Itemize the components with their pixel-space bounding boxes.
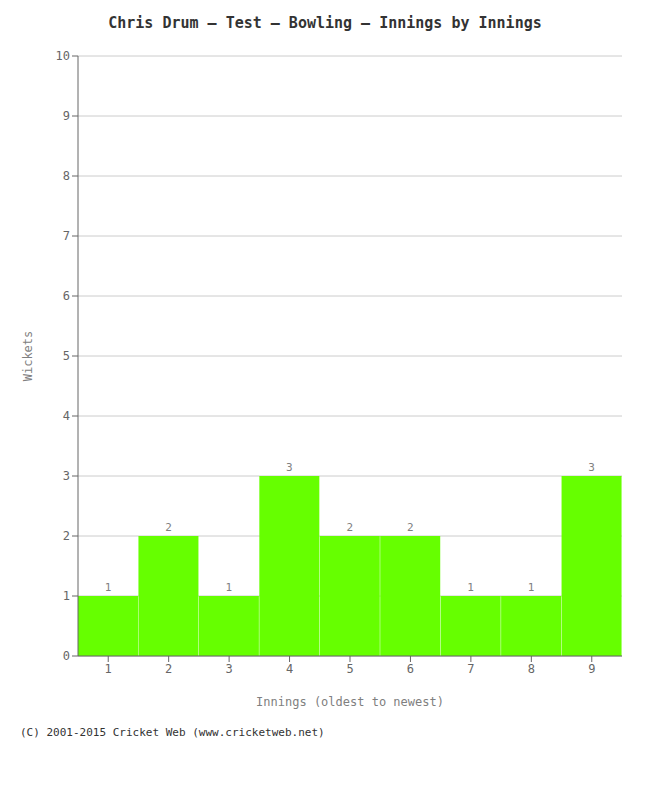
- svg-text:2: 2: [63, 529, 70, 543]
- svg-text:9: 9: [63, 109, 70, 123]
- svg-text:0: 0: [63, 649, 70, 663]
- svg-text:10: 10: [56, 49, 70, 63]
- svg-text:4: 4: [63, 409, 70, 423]
- svg-text:3: 3: [63, 469, 70, 483]
- svg-text:2: 2: [346, 521, 353, 534]
- svg-text:6: 6: [407, 662, 414, 676]
- svg-text:1: 1: [105, 581, 112, 594]
- svg-text:1: 1: [63, 589, 70, 603]
- svg-text:9: 9: [588, 662, 595, 676]
- svg-text:7: 7: [467, 662, 474, 676]
- svg-text:2: 2: [165, 521, 172, 534]
- svg-text:Innings (oldest to newest): Innings (oldest to newest): [256, 695, 444, 709]
- svg-text:Wickets: Wickets: [21, 331, 35, 382]
- svg-text:1: 1: [528, 581, 535, 594]
- svg-text:8: 8: [528, 662, 535, 676]
- svg-text:7: 7: [63, 229, 70, 243]
- svg-text:6: 6: [63, 289, 70, 303]
- svg-text:3: 3: [225, 662, 232, 676]
- svg-text:3: 3: [588, 461, 595, 474]
- svg-text:2: 2: [165, 662, 172, 676]
- svg-text:5: 5: [346, 662, 353, 676]
- svg-text:3: 3: [286, 461, 293, 474]
- svg-text:1: 1: [105, 662, 112, 676]
- svg-text:1: 1: [226, 581, 233, 594]
- svg-text:4: 4: [286, 662, 293, 676]
- svg-text:8: 8: [63, 169, 70, 183]
- svg-text:1: 1: [467, 581, 474, 594]
- svg-text:5: 5: [63, 349, 70, 363]
- html-text:(C) 2001-2015 Cricket Web (www: (C) 2001-2015 Cricket Web (www.cricketwe…: [20, 726, 325, 739]
- html-text:Chris Drum – Test – Bowling –: Chris Drum – Test – Bowling – Innings by…: [108, 14, 542, 32]
- svg-text:2: 2: [407, 521, 414, 534]
